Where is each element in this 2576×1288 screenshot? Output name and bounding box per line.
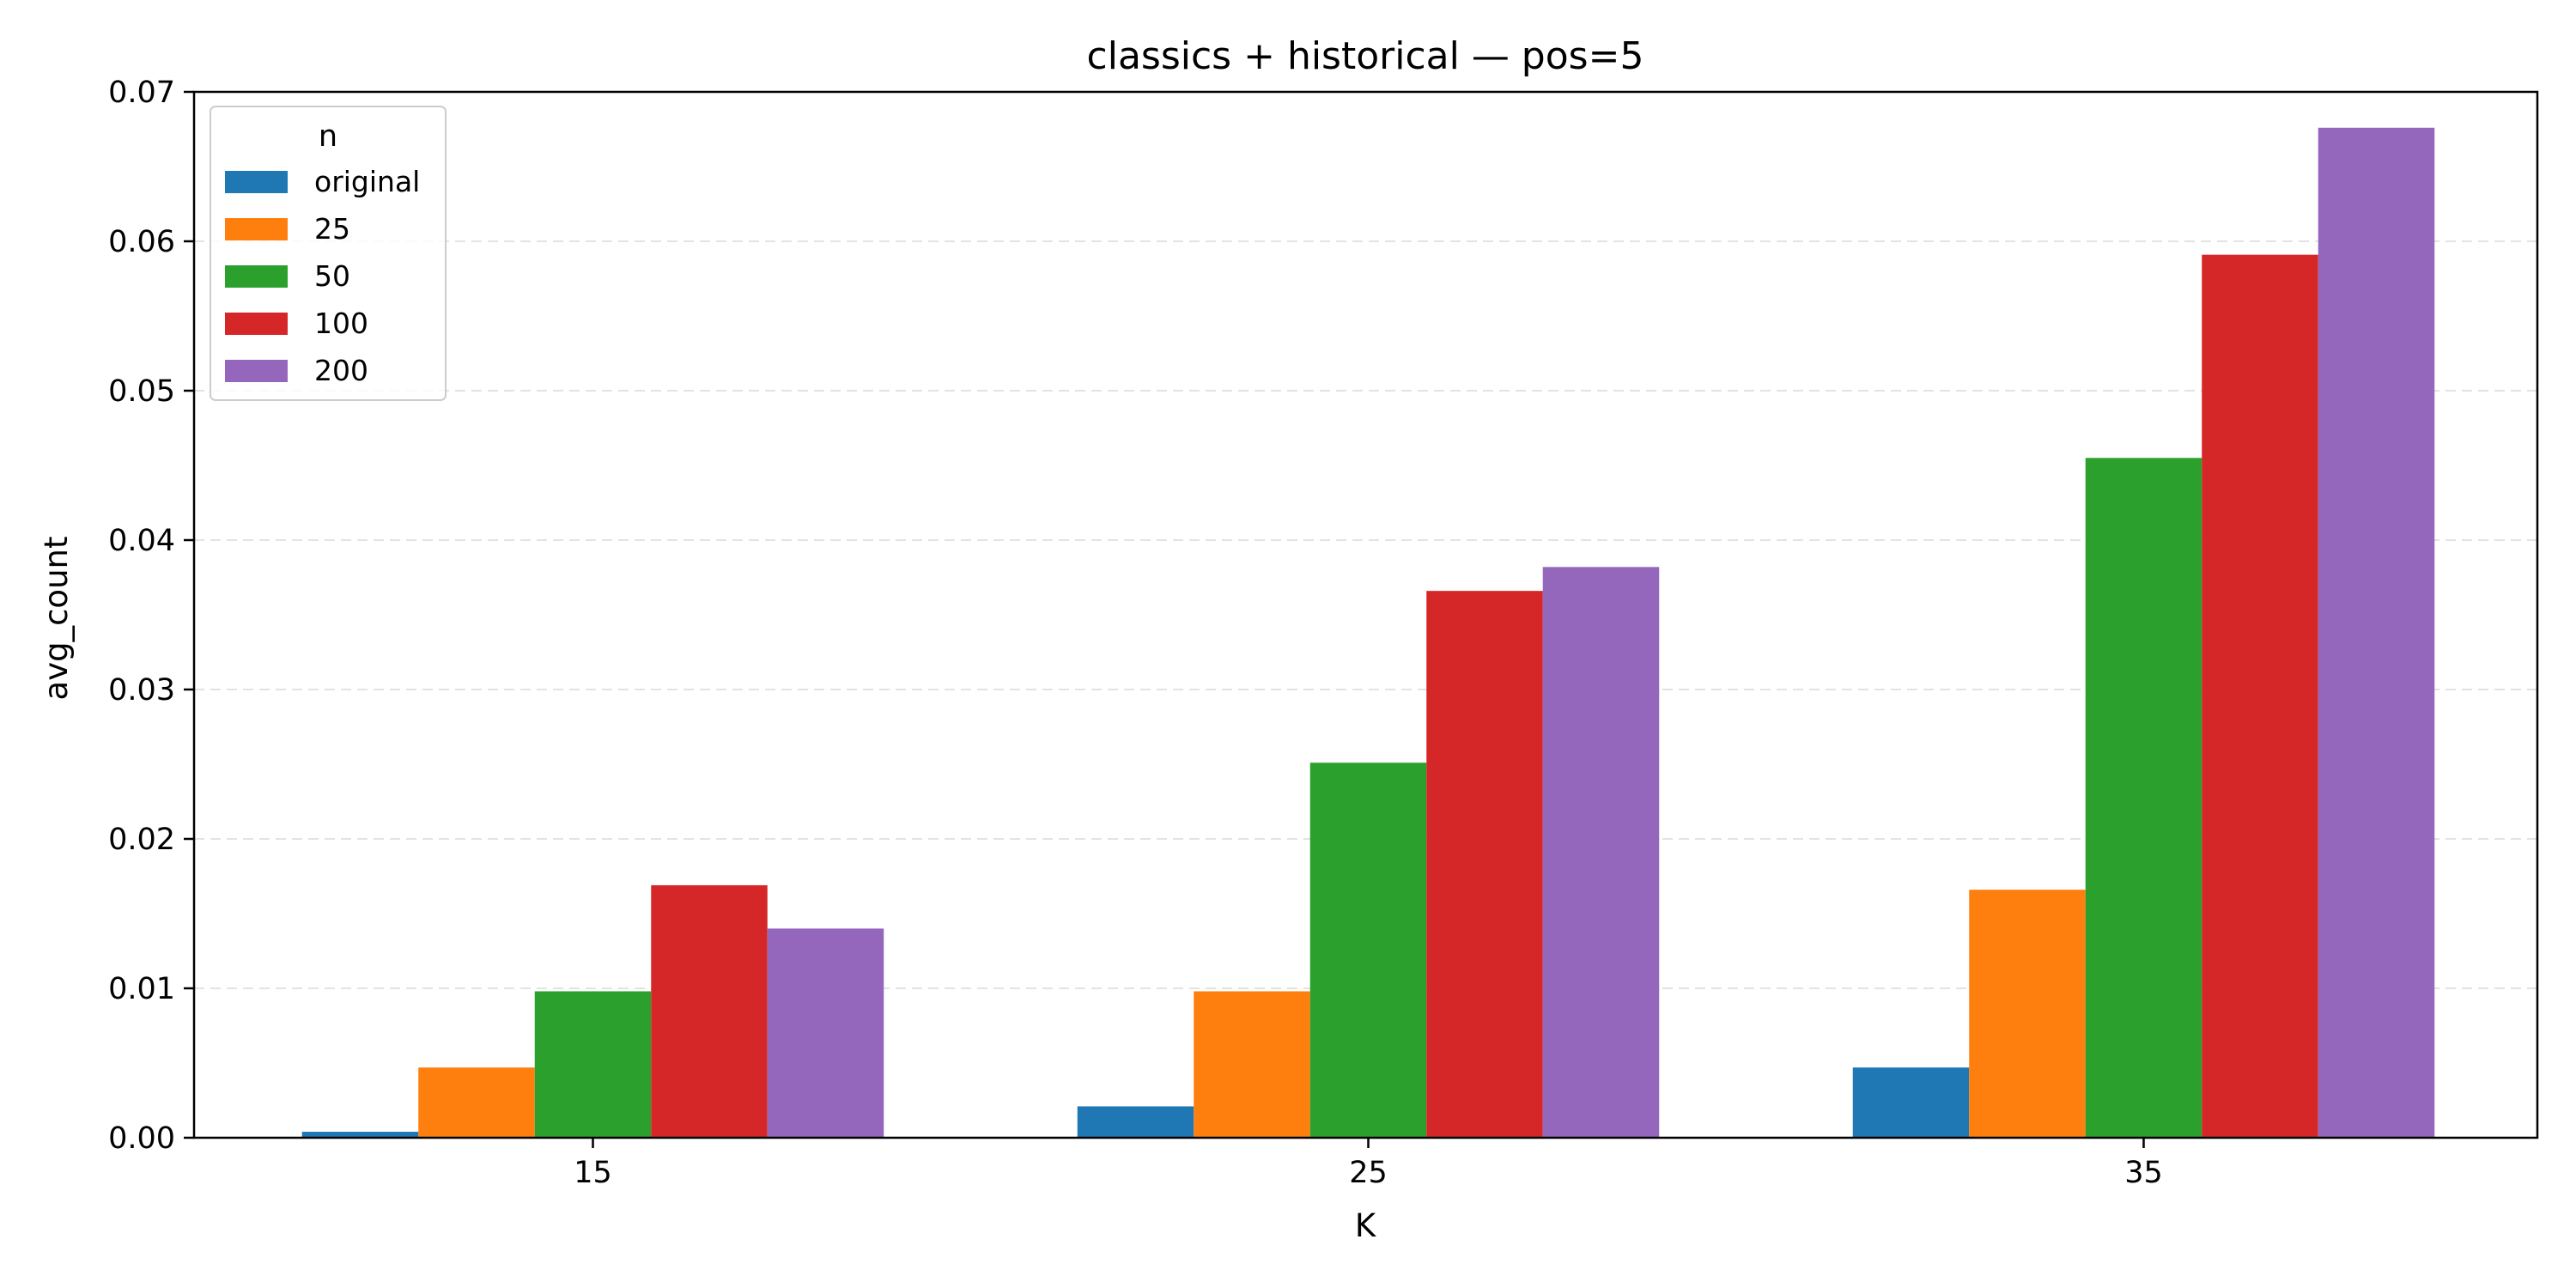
bar-100-15 <box>651 884 768 1138</box>
bar-50-25 <box>1309 762 1427 1138</box>
bar-200-35 <box>2318 127 2435 1138</box>
x-tick-label: 35 <box>2124 1156 2163 1190</box>
bar-50-15 <box>534 991 652 1138</box>
y-tick-label: 0.04 <box>108 524 175 558</box>
legend-label-100: 100 <box>314 307 368 340</box>
y-axis-label: avg_count <box>38 537 75 701</box>
chart-title: classics + historical — pos=5 <box>1087 34 1644 78</box>
legend-title: n <box>319 119 337 154</box>
y-tick-label: 0.00 <box>108 1121 175 1156</box>
legend-label-50: 50 <box>314 259 350 293</box>
legend-items: original 25 50 100 200 <box>225 165 420 387</box>
y-tick-label: 0.01 <box>108 972 175 1006</box>
bar-25-35 <box>1969 890 2086 1138</box>
legend-swatch-25 <box>225 218 288 240</box>
legend-label-200: 200 <box>314 354 368 387</box>
legend-label-original: original <box>314 165 420 198</box>
bar-original-15 <box>301 1132 419 1138</box>
legend: n original 25 50 100 200 <box>210 106 447 401</box>
legend-swatch-original <box>225 171 288 193</box>
x-tick-label: 15 <box>574 1156 612 1190</box>
y-tick-label: 0.07 <box>108 76 175 110</box>
legend-label-25: 25 <box>314 212 350 246</box>
bar-25-25 <box>1194 991 1310 1138</box>
y-tick-label: 0.06 <box>108 225 175 259</box>
y-tick-label: 0.03 <box>108 673 175 708</box>
bar-original-25 <box>1077 1106 1194 1138</box>
bar-200-15 <box>767 928 884 1138</box>
plot-area-frame <box>192 90 2539 1139</box>
y-axis-ticks: 0.00 0.01 0.02 0.03 0.04 0.05 0.06 0.07 <box>108 76 194 1156</box>
bar-100-35 <box>2202 254 2318 1138</box>
bar-50-35 <box>2085 458 2202 1138</box>
bar-200-25 <box>1542 567 1660 1138</box>
bar-25-15 <box>418 1067 535 1138</box>
legend-swatch-100 <box>225 313 288 335</box>
legend-swatch-50 <box>225 265 288 288</box>
x-axis-label: K <box>1355 1207 1377 1244</box>
bars <box>301 127 2435 1138</box>
bar-100-25 <box>1426 591 1543 1138</box>
x-axis-ticks: 15 25 35 <box>574 1138 2163 1190</box>
y-tick-label: 0.05 <box>108 374 175 409</box>
bar-original-35 <box>1852 1067 1970 1138</box>
y-tick-label: 0.02 <box>108 823 175 857</box>
legend-swatch-200 <box>225 360 288 382</box>
x-tick-label: 25 <box>1349 1156 1388 1190</box>
